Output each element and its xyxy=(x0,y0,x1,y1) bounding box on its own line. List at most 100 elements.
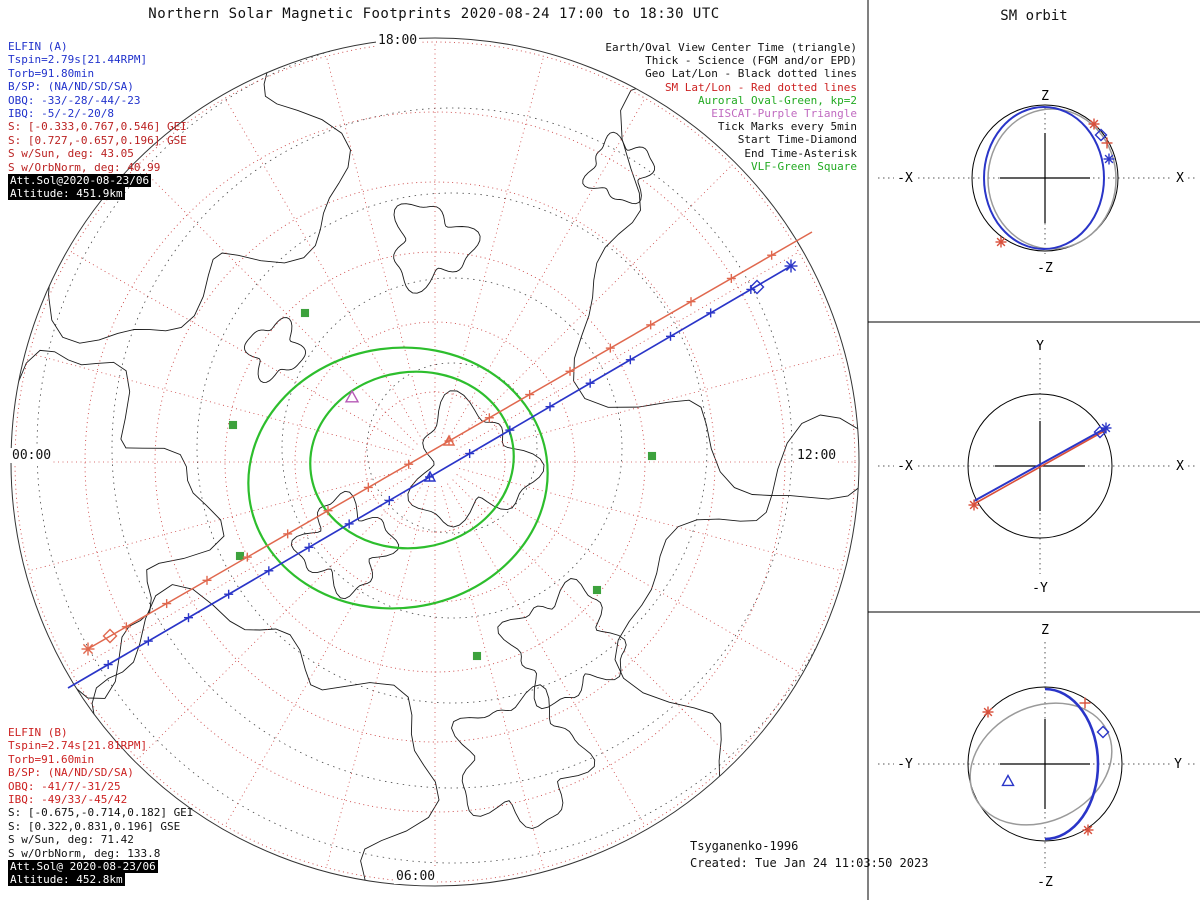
sm-grid xyxy=(14,41,856,883)
axis-label: Z xyxy=(1041,89,1049,104)
panel-separators xyxy=(867,0,1200,900)
elfin-a-info-line: Altitude: 451.9km xyxy=(8,187,187,201)
elfin-b-info-line-text: S: [0.322,0.831,0.196] GSE xyxy=(8,819,181,833)
elfin-b-info-line-text: Torb=91.60min xyxy=(8,752,95,766)
legend-line-text: Auroral Oval-Green, kp=2 xyxy=(698,93,857,107)
elfin-b-info-line-text: Att.Sol@ 2020-08-23/06 xyxy=(8,860,158,874)
elfin-b-info-line: IBQ: -49/33/-45/42 xyxy=(8,793,193,806)
elfin-a-info-line-text: IBQ: -5/-2/-20/8 xyxy=(8,107,114,121)
axis-label: -X xyxy=(897,171,913,186)
axis-label: X xyxy=(1176,171,1184,186)
axis-label: -Y xyxy=(1032,581,1048,596)
elfin-a-info-line-text: Att.Sol@2020-08-23/06 xyxy=(8,174,152,188)
elfin-a-info-line: S w/Sun, deg: 43.05 xyxy=(8,147,187,160)
elfin-a-info-line: S w/OrbNorm, deg: 40.99 xyxy=(8,161,187,174)
elfin-a-info-line-text: S w/OrbNorm, deg: 40.99 xyxy=(8,160,161,174)
footprint-track-elfin-a xyxy=(67,259,798,689)
sm-orbit-panel-xz-plane: Z -Z -X X xyxy=(878,89,1196,276)
elfin-a-info-line-text: S: [0.727,-0.657,0.196] GSE xyxy=(8,133,187,147)
axis-label: Y xyxy=(1174,757,1182,772)
elfin-a-info-line-text: ELFIN (A) xyxy=(8,40,68,53)
legend-line-text: EISCAT-Purple Triangle xyxy=(711,107,857,121)
axis-label: Z xyxy=(1041,623,1049,638)
elfin-a-info-line: B/SP: (NA/ND/SD/SA) xyxy=(8,80,187,93)
elfin-b-info-line: ELFIN (B) xyxy=(8,726,193,739)
elfin-b-info-line: S w/OrbNorm, deg: 133.8 xyxy=(8,847,193,860)
mlt-label-0600: 06:00 xyxy=(394,869,438,884)
elfin-b-info-line-text: S: [-0.675,-0.714,0.182] GEI xyxy=(8,806,194,820)
sm-orbit-panel-xy-plane: Y -Y -X X xyxy=(878,339,1196,596)
axis-label: -X xyxy=(897,459,913,474)
elfin-b-info-line: OBQ: -41/7/-31/25 xyxy=(8,780,193,793)
legend-line: Thick - Science (FGM and/or EPD) xyxy=(605,54,857,67)
page-title: Northern Solar Magnetic Footprints 2020-… xyxy=(148,6,720,22)
legend-line-text: VLF-Green Square xyxy=(751,159,857,173)
elfin-a-info-line-text: S w/Sun, deg: 43.05 xyxy=(8,147,134,161)
elfin-b-info-line: S: [-0.675,-0.714,0.182] GEI xyxy=(8,806,193,819)
vlf-stations xyxy=(228,308,657,661)
coastlines xyxy=(11,38,859,886)
elfin-a-info-block: ELFIN (A) Tspin=2.79s[21.44RPM] Torb=91.80… xyxy=(8,40,187,201)
elfin-b-info-line: S: [0.322,0.831,0.196] GSE xyxy=(8,820,193,833)
mlt-label-0000: 00:00 xyxy=(10,448,54,463)
legend-line-text: Earth/Oval View Center Time (triangle) xyxy=(605,41,857,54)
legend-line-text: End Time-Asterisk xyxy=(744,146,857,160)
mlt-label-1200: 12:00 xyxy=(795,448,839,463)
legend-line-text: Thick - Science (FGM and/or EPD) xyxy=(645,54,857,68)
elfin-b-info-line-text: S w/OrbNorm, deg: 133.8 xyxy=(8,846,161,860)
elfin-b-info-line: S w/Sun, deg: 71.42 xyxy=(8,833,193,846)
elfin-b-info-line: Torb=91.60min xyxy=(8,753,193,766)
axis-label: -Z xyxy=(1037,875,1053,890)
elfin-a-info-line-text: OBQ: -33/-28/-44/-23 xyxy=(8,93,141,107)
elfin-b-info-line-text: IBQ: -49/33/-45/42 xyxy=(8,793,128,807)
created-timestamp: Created: Tue Jan 24 11:03:50 2023 xyxy=(690,856,929,870)
elfin-a-info-line: OBQ: -33/-28/-44/-23 xyxy=(8,94,187,107)
elfin-b-info-line-text: Altitude: 452.8km xyxy=(8,873,125,887)
sm-orbit-panel-yz-plane: Z -Z -Y Y xyxy=(878,623,1196,890)
legend-line-text: Geo Lat/Lon - Black dotted lines xyxy=(645,67,857,81)
legend-line: EISCAT-Purple Triangle xyxy=(605,107,857,120)
elfin-b-info-line-text: OBQ: -41/7/-31/25 xyxy=(8,779,121,793)
legend-line: Geo Lat/Lon - Black dotted lines xyxy=(605,67,857,80)
elfin-a-info-line: Tspin=2.79s[21.44RPM] xyxy=(8,53,187,66)
elfin-b-info-line: Altitude: 452.8km xyxy=(8,873,193,887)
legend-line-text: Start Time-Diamond xyxy=(737,133,857,147)
elfin-a-info-line: ELFIN (A) xyxy=(8,40,187,53)
legend-line: Tick Marks every 5min xyxy=(605,120,857,133)
elfin-a-info-line: Att.Sol@2020-08-23/06 xyxy=(8,174,187,188)
elfin-a-info-line-text: Tspin=2.79s[21.44RPM] xyxy=(8,53,148,67)
elfin-a-info-line: IBQ: -5/-2/-20/8 xyxy=(8,107,187,120)
legend-line: End Time-Asterisk xyxy=(605,147,857,160)
eiscat-marker xyxy=(344,389,360,403)
elfin-b-info-line-text: B/SP: (NA/ND/SD/SA) xyxy=(8,766,134,780)
elfin-b-info-line: B/SP: (NA/ND/SD/SA) xyxy=(8,766,193,779)
axis-label: Y xyxy=(1036,339,1044,354)
map-legend: Earth/Oval View Center Time (triangle) Th… xyxy=(605,41,857,173)
elfin-a-info-line-text: B/SP: (NA/ND/SD/SA) xyxy=(8,80,134,94)
legend-line-text: SM Lat/Lon - Red dotted lines xyxy=(664,80,857,94)
elfin-a-info-line-text: Altitude: 451.9km xyxy=(8,187,125,201)
elfin-b-info-block: ELFIN (B) Tspin=2.74s[21.81RPM] Torb=91.60… xyxy=(8,726,193,887)
axis-label: -Z xyxy=(1037,261,1053,276)
model-name: Tsyganenko-1996 xyxy=(690,839,799,853)
legend-line: Earth/Oval View Center Time (triangle) xyxy=(605,41,857,54)
auroral-oval xyxy=(247,346,549,610)
legend-line: Auroral Oval-Green, kp=2 xyxy=(605,94,857,107)
legend-line: VLF-Green Square xyxy=(605,160,857,173)
mlt-label-1800: 18:00 xyxy=(376,33,420,48)
axis-label: -Y xyxy=(897,757,913,772)
axis-label: X xyxy=(1176,459,1184,474)
legend-line: Start Time-Diamond xyxy=(605,133,857,146)
elfin-b-info-line-text: S w/Sun, deg: 71.42 xyxy=(8,833,134,847)
elfin-a-info-line: S: [0.727,-0.657,0.196] GSE xyxy=(8,134,187,147)
elfin-a-info-line-text: S: [-0.333,0.767,0.546] GEI xyxy=(8,120,187,134)
elfin-b-info-line-text: ELFIN (B) xyxy=(8,726,68,739)
elfin-b-info-line-text: Tspin=2.74s[21.81RPM] xyxy=(8,739,148,753)
elfin-b-info-line: Att.Sol@ 2020-08-23/06 xyxy=(8,860,193,874)
elfin-a-info-line-text: Torb=91.80min xyxy=(8,66,95,80)
elfin-b-info-line: Tspin=2.74s[21.81RPM] xyxy=(8,739,193,752)
model-credit: Tsyganenko-1996 Created: Tue Jan 24 11:0… xyxy=(690,838,928,872)
footprint-track-elfin-b xyxy=(81,231,813,656)
